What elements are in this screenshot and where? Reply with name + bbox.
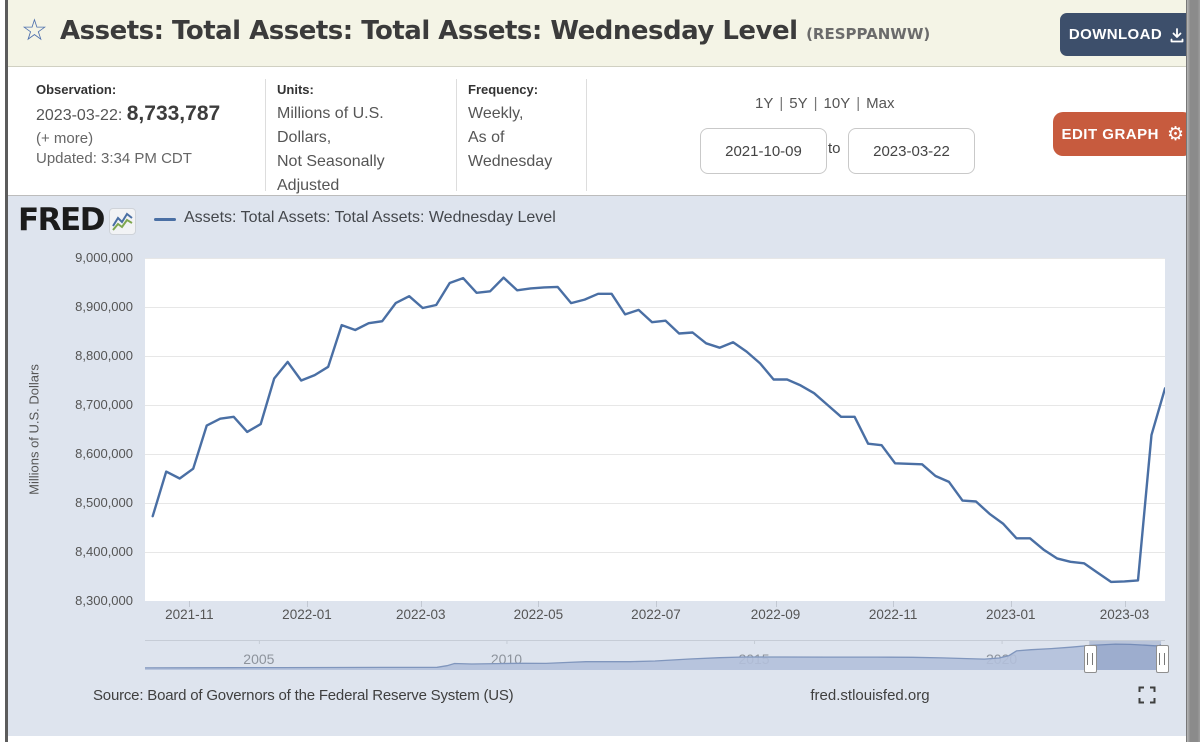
x-tick-label: 2022-05 <box>513 607 564 622</box>
source-row: Source: Board of Governors of the Federa… <box>8 684 1187 714</box>
x-tick-mark <box>420 601 422 607</box>
observation-panel: Observation: 2023-03-22: 8,733,787 (+ mo… <box>36 82 220 167</box>
x-tick-label: 2022-01 <box>282 607 332 622</box>
graph-section: FRED Assets: Total Assets: Total Assets:… <box>8 196 1187 736</box>
series-title: Assets: Total Assets: Total Assets: Wedn… <box>60 16 798 46</box>
y-tick-label: 8,600,000 <box>75 446 133 461</box>
x-tick-label: 2021-11 <box>165 607 214 622</box>
grip-icon <box>1159 653 1166 665</box>
x-tick-label: 2022-07 <box>631 607 681 622</box>
favorite-star-icon[interactable]: ☆ <box>21 14 48 47</box>
frequency-line: As of <box>468 129 505 146</box>
y-tick-label: 8,400,000 <box>75 544 133 559</box>
source-text: Source: Board of Governors of the Federa… <box>93 687 514 704</box>
start-date-input[interactable] <box>700 128 827 174</box>
fred-logo-chart-icon <box>109 208 136 235</box>
divider <box>456 79 457 191</box>
range-preset-5y[interactable]: 5Y <box>789 95 808 112</box>
fred-logo[interactable]: FRED <box>18 202 105 238</box>
legend-label: Assets: Total Assets: Total Assets: Wedn… <box>184 209 556 226</box>
legend-line-swatch <box>154 218 176 221</box>
x-tick-mark <box>1124 601 1126 607</box>
info-bar: Observation: 2023-03-22: 8,733,787 (+ mo… <box>8 67 1193 198</box>
y-axis-title: Millions of U.S. Dollars <box>26 364 42 495</box>
more-observations-link[interactable]: (+ more) <box>36 130 94 147</box>
range-presets: 1Y | 5Y | 10Y | Max <box>755 95 894 112</box>
x-tick-label: 2023-01 <box>985 607 1036 622</box>
main-chart-plot[interactable] <box>145 258 1165 601</box>
page-title: Assets: Total Assets: Total Assets: Wedn… <box>60 16 930 46</box>
units-line: Not Seasonally <box>277 153 385 170</box>
range-selector-chart[interactable] <box>145 640 1165 674</box>
x-tick-mark <box>655 601 657 607</box>
range-preset-max[interactable]: Max <box>866 95 895 112</box>
edit-graph-label: EDIT GRAPH <box>1061 125 1159 143</box>
x-tick-label: 2022-11 <box>868 607 918 622</box>
download-icon <box>1170 27 1184 42</box>
updated-timestamp: Updated: 3:34 PM CDT <box>36 150 192 167</box>
units-line: Dollars, <box>277 129 332 146</box>
frequency-label: Frequency: <box>468 82 539 97</box>
y-tick-label: 8,800,000 <box>75 348 133 363</box>
x-tick-mark <box>306 601 308 607</box>
units-panel: Units: Millions of U.S. Dollars, Not Sea… <box>277 82 385 198</box>
x-tick-mark <box>189 601 191 607</box>
x-tick-mark <box>775 601 777 607</box>
y-tick-label: 8,700,000 <box>75 397 133 412</box>
units-label: Units: <box>277 82 314 97</box>
x-tick-mark <box>893 601 895 607</box>
observation-value: 8,733,787 <box>126 102 221 125</box>
frequency-panel: Frequency: Weekly, As of Wednesday <box>468 82 552 174</box>
series-id: (RESPPANWW) <box>806 25 931 43</box>
fullscreen-icon[interactable] <box>1138 686 1156 704</box>
x-tick-label: 2022-09 <box>750 607 801 622</box>
y-tick-label: 8,300,000 <box>75 593 133 608</box>
divider <box>586 79 587 191</box>
bottom-strip <box>8 736 1187 742</box>
download-label: DOWNLOAD <box>1068 26 1163 43</box>
units-line: Adjusted <box>277 177 340 194</box>
preset-separator: | <box>856 95 861 112</box>
frequency-line: Weekly, <box>468 105 524 122</box>
to-label: to <box>828 140 841 157</box>
units-line: Millions of U.S. <box>277 105 384 122</box>
range-year-label: 2005 <box>243 651 275 667</box>
x-tick-mark <box>538 601 540 607</box>
x-tick-mark <box>1010 601 1012 607</box>
page-header: ☆ Assets: Total Assets: Total Assets: We… <box>8 0 1194 67</box>
preset-separator: | <box>813 95 818 112</box>
range-brush-right-handle[interactable] <box>1155 645 1169 673</box>
range-brush-left-handle[interactable] <box>1083 645 1097 673</box>
edit-graph-button[interactable]: EDIT GRAPH ⚙ <box>1053 112 1193 156</box>
x-tick-label: 2023-03 <box>1099 607 1150 622</box>
range-preset-1y[interactable]: 1Y <box>755 95 774 112</box>
gear-icon: ⚙ <box>1166 123 1185 145</box>
y-tick-label: 8,500,000 <box>75 495 133 510</box>
grip-icon <box>1087 653 1094 665</box>
observation-date: 2023-03-22: <box>36 107 123 124</box>
preset-separator: | <box>779 95 784 112</box>
frequency-line: Wednesday <box>468 153 553 170</box>
end-date-input[interactable] <box>848 128 975 174</box>
observation-value-line: 2023-03-22: 8,733,787 <box>36 102 220 126</box>
observation-label: Observation: <box>36 82 117 97</box>
window-scrollbar[interactable] <box>1186 0 1200 742</box>
range-preset-10y[interactable]: 10Y <box>823 95 851 112</box>
window-left-edge <box>5 0 8 742</box>
download-button[interactable]: DOWNLOAD <box>1060 13 1194 56</box>
divider <box>265 79 266 191</box>
x-tick-label: 2022-03 <box>395 607 446 622</box>
y-tick-label: 9,000,000 <box>75 250 133 265</box>
y-tick-label: 8,900,000 <box>75 299 133 314</box>
site-link[interactable]: fred.stlouisfed.org <box>810 687 930 704</box>
